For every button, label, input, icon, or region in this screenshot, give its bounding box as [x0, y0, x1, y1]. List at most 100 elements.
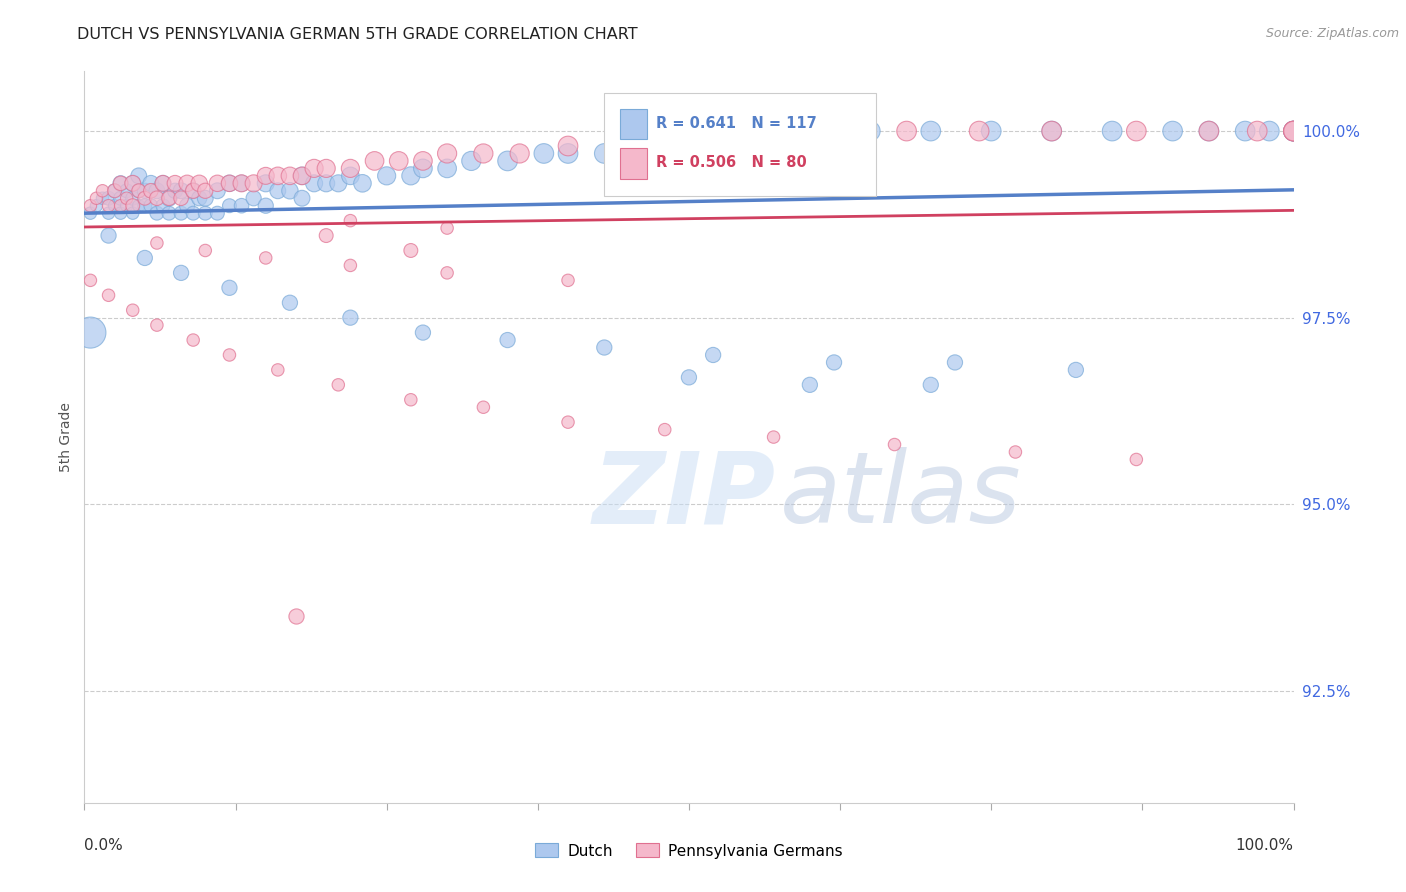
Point	[823, 355, 845, 369]
Point	[110, 199, 132, 213]
Text: 100.0%: 100.0%	[1236, 838, 1294, 853]
Point	[218, 281, 240, 295]
Point	[194, 191, 217, 205]
Point	[121, 199, 143, 213]
Point	[91, 191, 114, 205]
Point	[152, 177, 174, 191]
Point	[181, 184, 204, 198]
Point	[436, 146, 458, 161]
Point	[128, 169, 150, 183]
Point	[194, 244, 217, 258]
Point	[920, 124, 942, 138]
Point	[188, 177, 211, 191]
Point	[339, 310, 361, 325]
Point	[97, 288, 120, 302]
Point	[97, 228, 120, 243]
Point	[835, 124, 858, 138]
Point	[1234, 124, 1257, 138]
Text: 0.0%: 0.0%	[84, 838, 124, 853]
Point	[412, 161, 434, 176]
Point	[496, 333, 519, 347]
Point	[218, 348, 240, 362]
FancyBboxPatch shape	[605, 94, 876, 195]
Point	[302, 161, 325, 176]
Point	[152, 177, 174, 191]
Point	[146, 191, 169, 205]
Point	[352, 177, 374, 191]
Point	[654, 131, 676, 145]
Point	[509, 146, 531, 161]
Point	[79, 273, 101, 287]
Point	[702, 348, 724, 362]
Point	[128, 184, 150, 198]
Point	[79, 206, 101, 220]
Point	[146, 235, 169, 250]
Point	[278, 295, 301, 310]
Point	[762, 430, 785, 444]
Point	[339, 169, 361, 183]
Point	[630, 139, 652, 153]
Point	[557, 415, 579, 429]
Point	[278, 169, 301, 183]
Point	[1246, 124, 1268, 138]
Point	[139, 199, 162, 213]
Point	[165, 184, 187, 198]
Point	[375, 169, 398, 183]
Point	[1282, 124, 1305, 138]
Point	[399, 169, 422, 183]
Point	[134, 191, 156, 205]
Point	[121, 177, 143, 191]
Point	[1040, 124, 1063, 138]
Point	[496, 153, 519, 168]
Point	[291, 169, 314, 183]
Point	[181, 333, 204, 347]
Point	[412, 153, 434, 168]
Point	[1282, 124, 1305, 138]
Point	[460, 153, 482, 168]
Point	[207, 206, 229, 220]
Point	[302, 177, 325, 191]
Point	[139, 184, 162, 198]
Point	[121, 206, 143, 220]
Point	[1101, 124, 1123, 138]
Point	[254, 251, 277, 265]
Point	[134, 199, 156, 213]
Point	[1282, 124, 1305, 138]
Point	[388, 153, 411, 168]
Point	[1125, 452, 1147, 467]
Point	[291, 169, 314, 183]
Text: atlas: atlas	[780, 447, 1021, 544]
Point	[472, 401, 495, 415]
Point	[278, 184, 301, 198]
Point	[128, 199, 150, 213]
Point	[436, 266, 458, 280]
Point	[799, 131, 821, 145]
Point	[254, 199, 277, 213]
Text: R = 0.506   N = 80: R = 0.506 N = 80	[657, 155, 807, 170]
Point	[146, 184, 169, 198]
Point	[714, 131, 737, 145]
FancyBboxPatch shape	[620, 148, 647, 179]
Point	[678, 139, 700, 153]
Point	[146, 318, 169, 332]
Point	[363, 153, 385, 168]
Text: Source: ZipAtlas.com: Source: ZipAtlas.com	[1265, 27, 1399, 40]
Text: ZIP: ZIP	[592, 447, 775, 544]
Point	[412, 326, 434, 340]
Point	[254, 177, 277, 191]
Point	[115, 191, 138, 205]
Point	[1161, 124, 1184, 138]
Point	[79, 199, 101, 213]
Point	[436, 161, 458, 176]
Point	[152, 199, 174, 213]
Point	[91, 184, 114, 198]
Point	[1064, 363, 1087, 377]
Point	[115, 184, 138, 198]
Point	[104, 184, 127, 198]
Point	[170, 206, 193, 220]
Point	[399, 392, 422, 407]
Point	[1282, 124, 1305, 138]
Point	[267, 169, 290, 183]
Point	[207, 184, 229, 198]
Point	[315, 228, 337, 243]
